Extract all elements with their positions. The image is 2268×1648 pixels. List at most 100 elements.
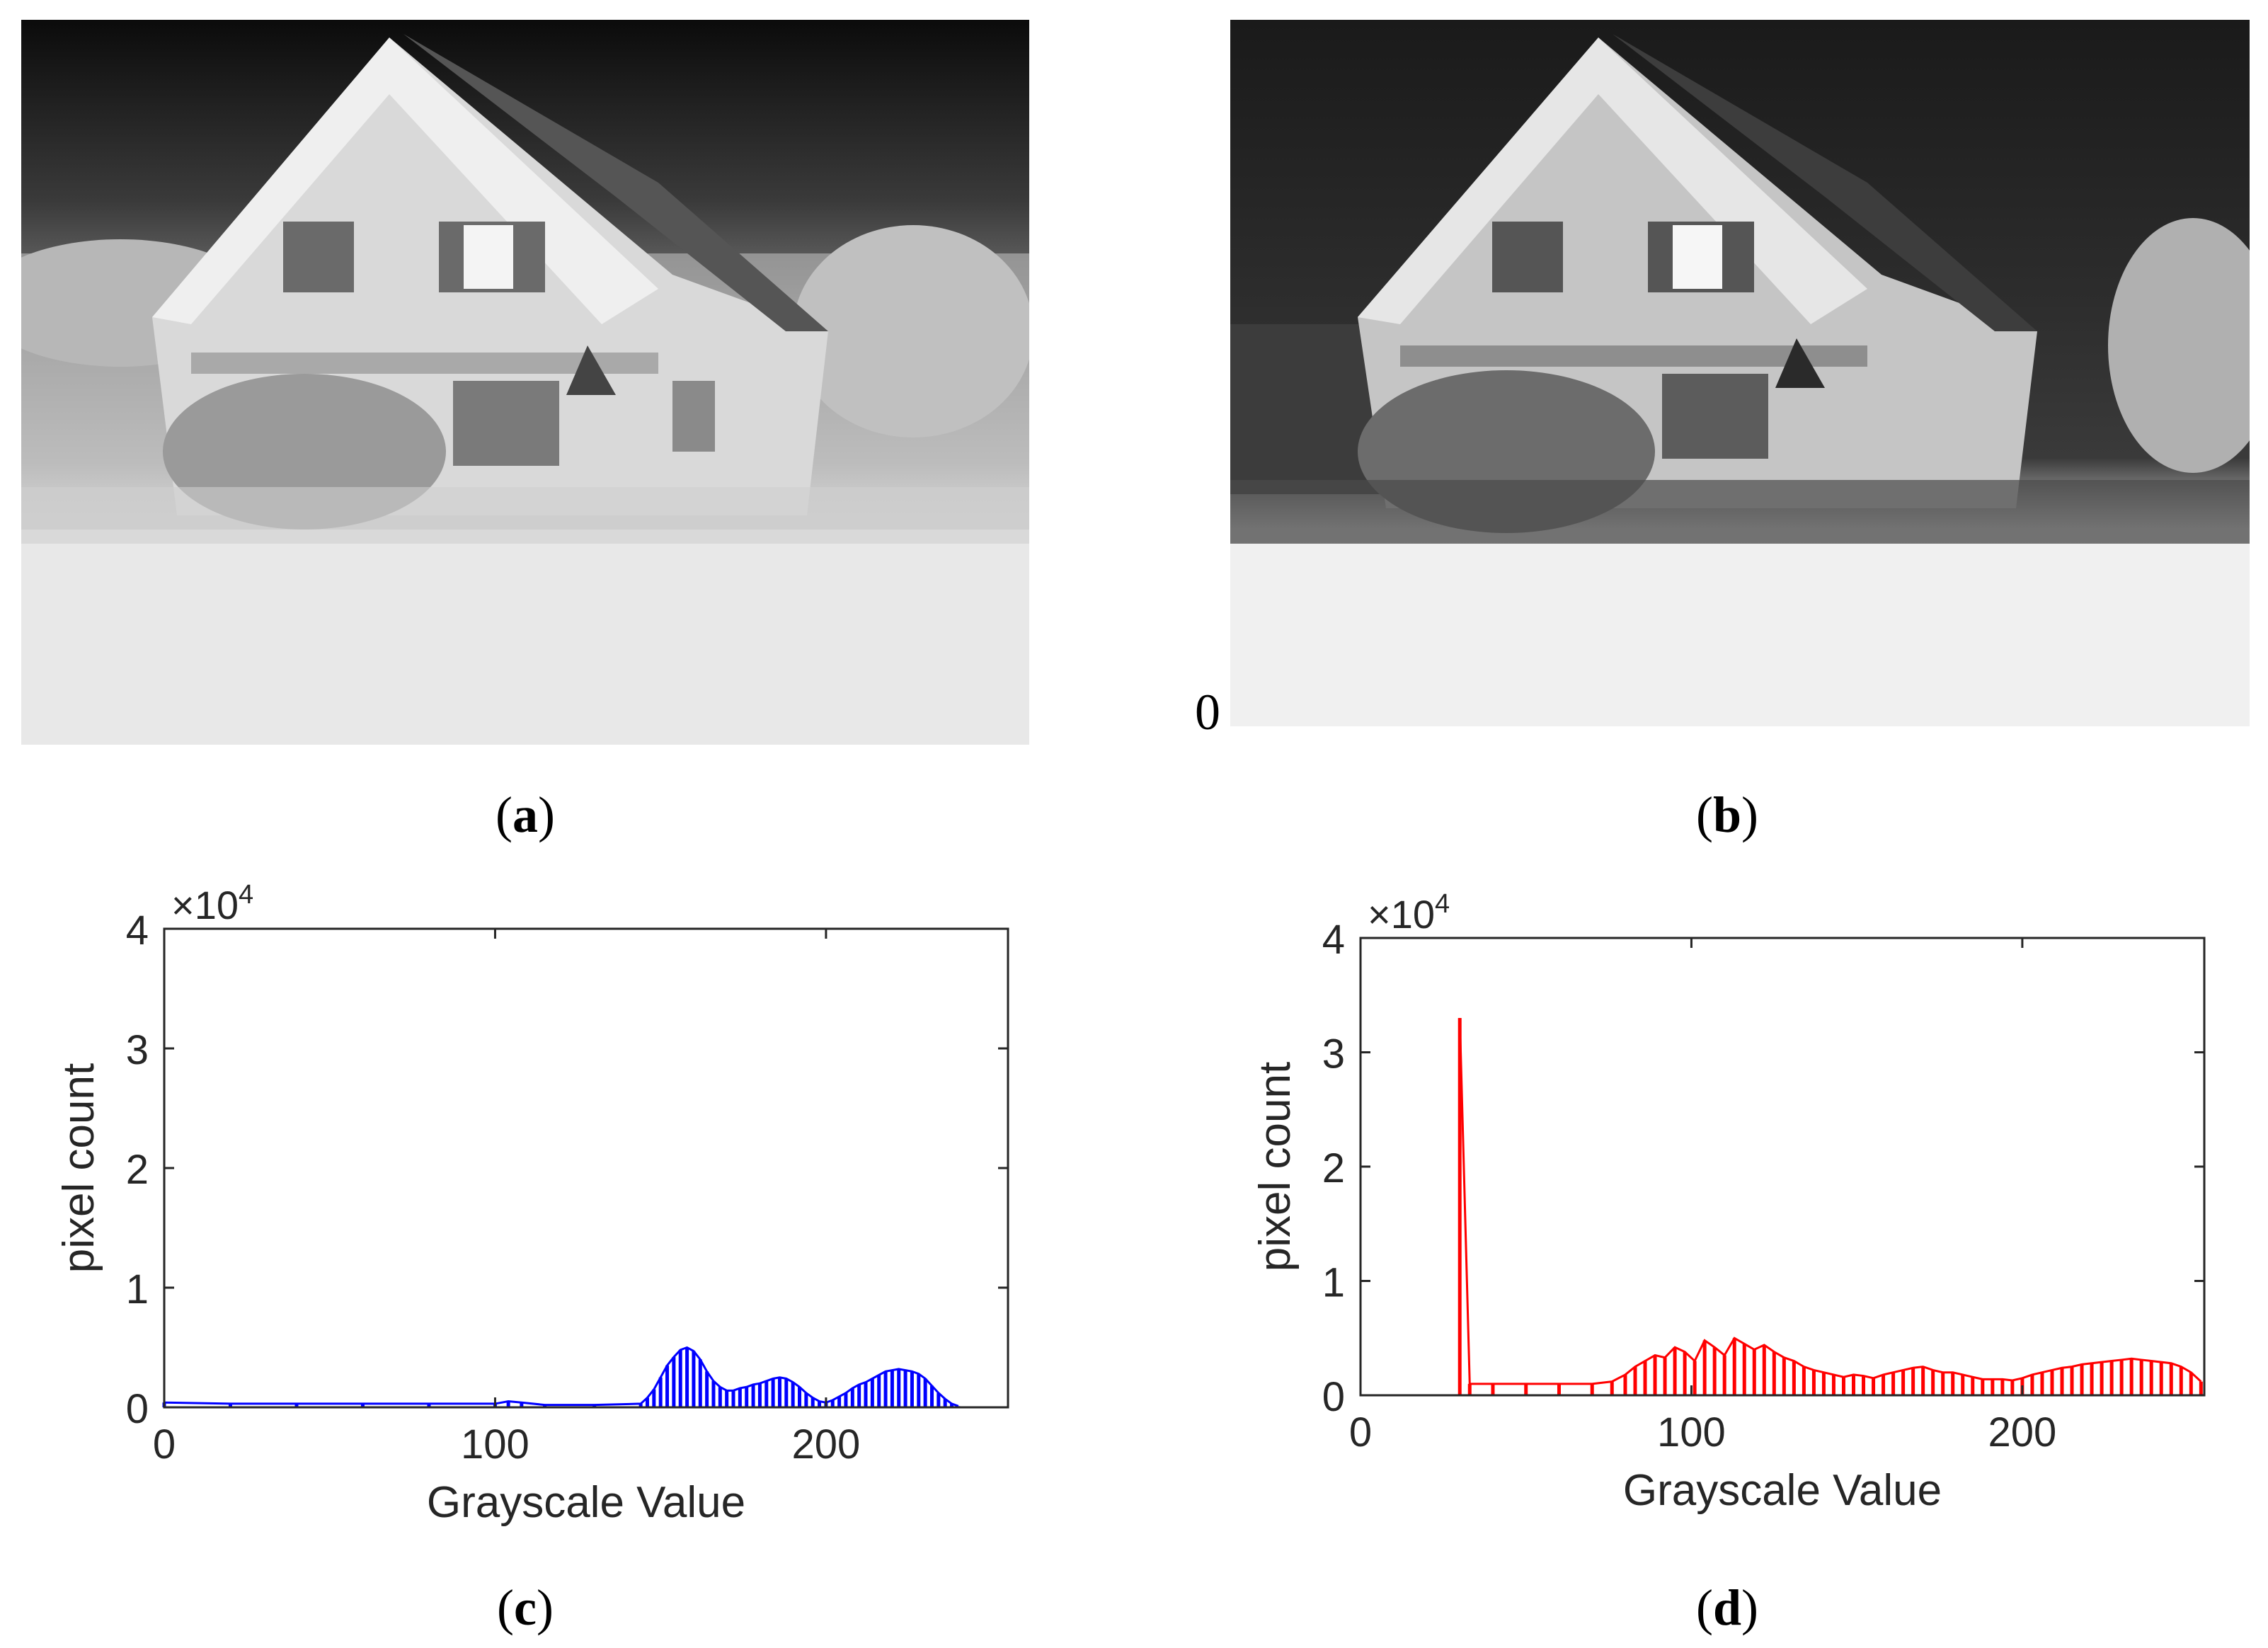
x-tick-label: 100 [461, 1421, 529, 1467]
bar [1653, 1355, 1657, 1395]
axes-frame [163, 927, 1009, 1409]
bar [2080, 1364, 2084, 1395]
bar [1693, 1361, 1697, 1395]
bar [672, 1357, 676, 1407]
bar [1831, 1374, 1835, 1395]
bar [1911, 1368, 1915, 1395]
y-tick-label: 0 [1322, 1374, 1345, 1420]
x-tick-label: 200 [1988, 1409, 2057, 1455]
bar [1862, 1375, 1866, 1395]
bar [910, 1371, 914, 1407]
x-tick-label: 0 [1349, 1409, 1372, 1455]
bar [228, 1403, 232, 1407]
bar [1663, 1357, 1667, 1395]
bar [1524, 1383, 1528, 1395]
bar [2040, 1372, 2044, 1395]
bar [658, 1377, 663, 1407]
bar [1467, 1383, 1472, 1395]
bar [1951, 1372, 1955, 1395]
bar [1841, 1377, 1845, 1395]
series-outline [1458, 1018, 2202, 1385]
bar [685, 1347, 689, 1407]
bar-group [1457, 1018, 2203, 1395]
bar [1931, 1370, 1935, 1395]
bar [592, 1404, 597, 1407]
bar [2010, 1380, 2015, 1395]
bar [2139, 1359, 2143, 1395]
stray-zero-mark: 0 [1195, 684, 1220, 740]
bar [2090, 1363, 2094, 1395]
caption-a-letter: a [512, 786, 538, 843]
bar [2030, 1374, 2034, 1395]
bar [2070, 1366, 2074, 1395]
bar [1742, 1344, 1746, 1395]
bar [864, 1382, 868, 1407]
bar [771, 1378, 775, 1407]
bar [1732, 1338, 1736, 1395]
bar [520, 1402, 524, 1407]
bar [937, 1392, 941, 1407]
bar [804, 1392, 808, 1407]
bar [638, 1403, 643, 1407]
bar [698, 1359, 702, 1407]
bar [2149, 1361, 2153, 1395]
bar [2060, 1368, 2064, 1395]
bar [2100, 1362, 2104, 1395]
bar [1590, 1383, 1594, 1395]
bar [1941, 1372, 1945, 1395]
y-tick-label: 0 [126, 1386, 149, 1432]
bar [850, 1387, 854, 1407]
bar [2050, 1370, 2054, 1395]
y-tick-label: 3 [126, 1027, 149, 1073]
bar [1882, 1374, 1886, 1395]
bar [857, 1384, 861, 1407]
x-axis-label: Grayscale Value [1623, 1466, 1942, 1515]
x-tick-label: 200 [792, 1421, 861, 1467]
y-tick-label: 1 [1322, 1260, 1345, 1306]
bar [890, 1370, 894, 1407]
caption-d-letter: d [1712, 1579, 1742, 1636]
bar [811, 1397, 815, 1407]
bar [1782, 1357, 1786, 1395]
caption-c-letter: c [514, 1579, 537, 1636]
bar-group [162, 1346, 961, 1407]
bar [718, 1387, 722, 1407]
bar [2109, 1361, 2114, 1395]
y-multiplier: ×104 [1368, 889, 1450, 937]
bar [1752, 1349, 1756, 1395]
bar [1901, 1370, 1906, 1395]
thermal-image-a [21, 20, 1029, 745]
histogram-d: 0 1 2 3 4 0 100 200 ×104 Grayscale Value pixel cou… [1251, 889, 2206, 1515]
bar [1852, 1374, 1856, 1395]
bar [678, 1349, 682, 1407]
y-multiplier: ×104 [171, 880, 253, 927]
bar [2179, 1366, 2183, 1395]
y-multiplier-exponent: 4 [1435, 889, 1450, 919]
bar [745, 1387, 749, 1407]
y-tick-label: 1 [126, 1266, 149, 1312]
bar [883, 1371, 888, 1407]
y-tick-label: 2 [126, 1147, 149, 1193]
bar [757, 1383, 762, 1407]
x-tick-label: 100 [1657, 1409, 1726, 1455]
bar [1961, 1374, 1965, 1395]
bar [543, 1404, 547, 1407]
bar [294, 1403, 299, 1407]
bar [943, 1399, 947, 1407]
bar [1971, 1377, 1975, 1395]
bar [1981, 1379, 1985, 1395]
bar [1722, 1355, 1726, 1395]
bar [1772, 1351, 1776, 1395]
bar [1811, 1370, 1816, 1395]
caption-b: (b) [1695, 786, 1758, 843]
bar [1891, 1372, 1896, 1395]
bar [1702, 1340, 1707, 1395]
histogram-c: 0 1 2 3 4 0 100 200 ×104 Grayscale Value pixel cou… [55, 880, 1009, 1527]
bar [1623, 1374, 1627, 1395]
bar [751, 1384, 755, 1407]
bar [818, 1401, 822, 1407]
bar [1792, 1361, 1796, 1395]
bar [2000, 1379, 2005, 1395]
bar [950, 1403, 954, 1407]
bar [2159, 1362, 2163, 1395]
